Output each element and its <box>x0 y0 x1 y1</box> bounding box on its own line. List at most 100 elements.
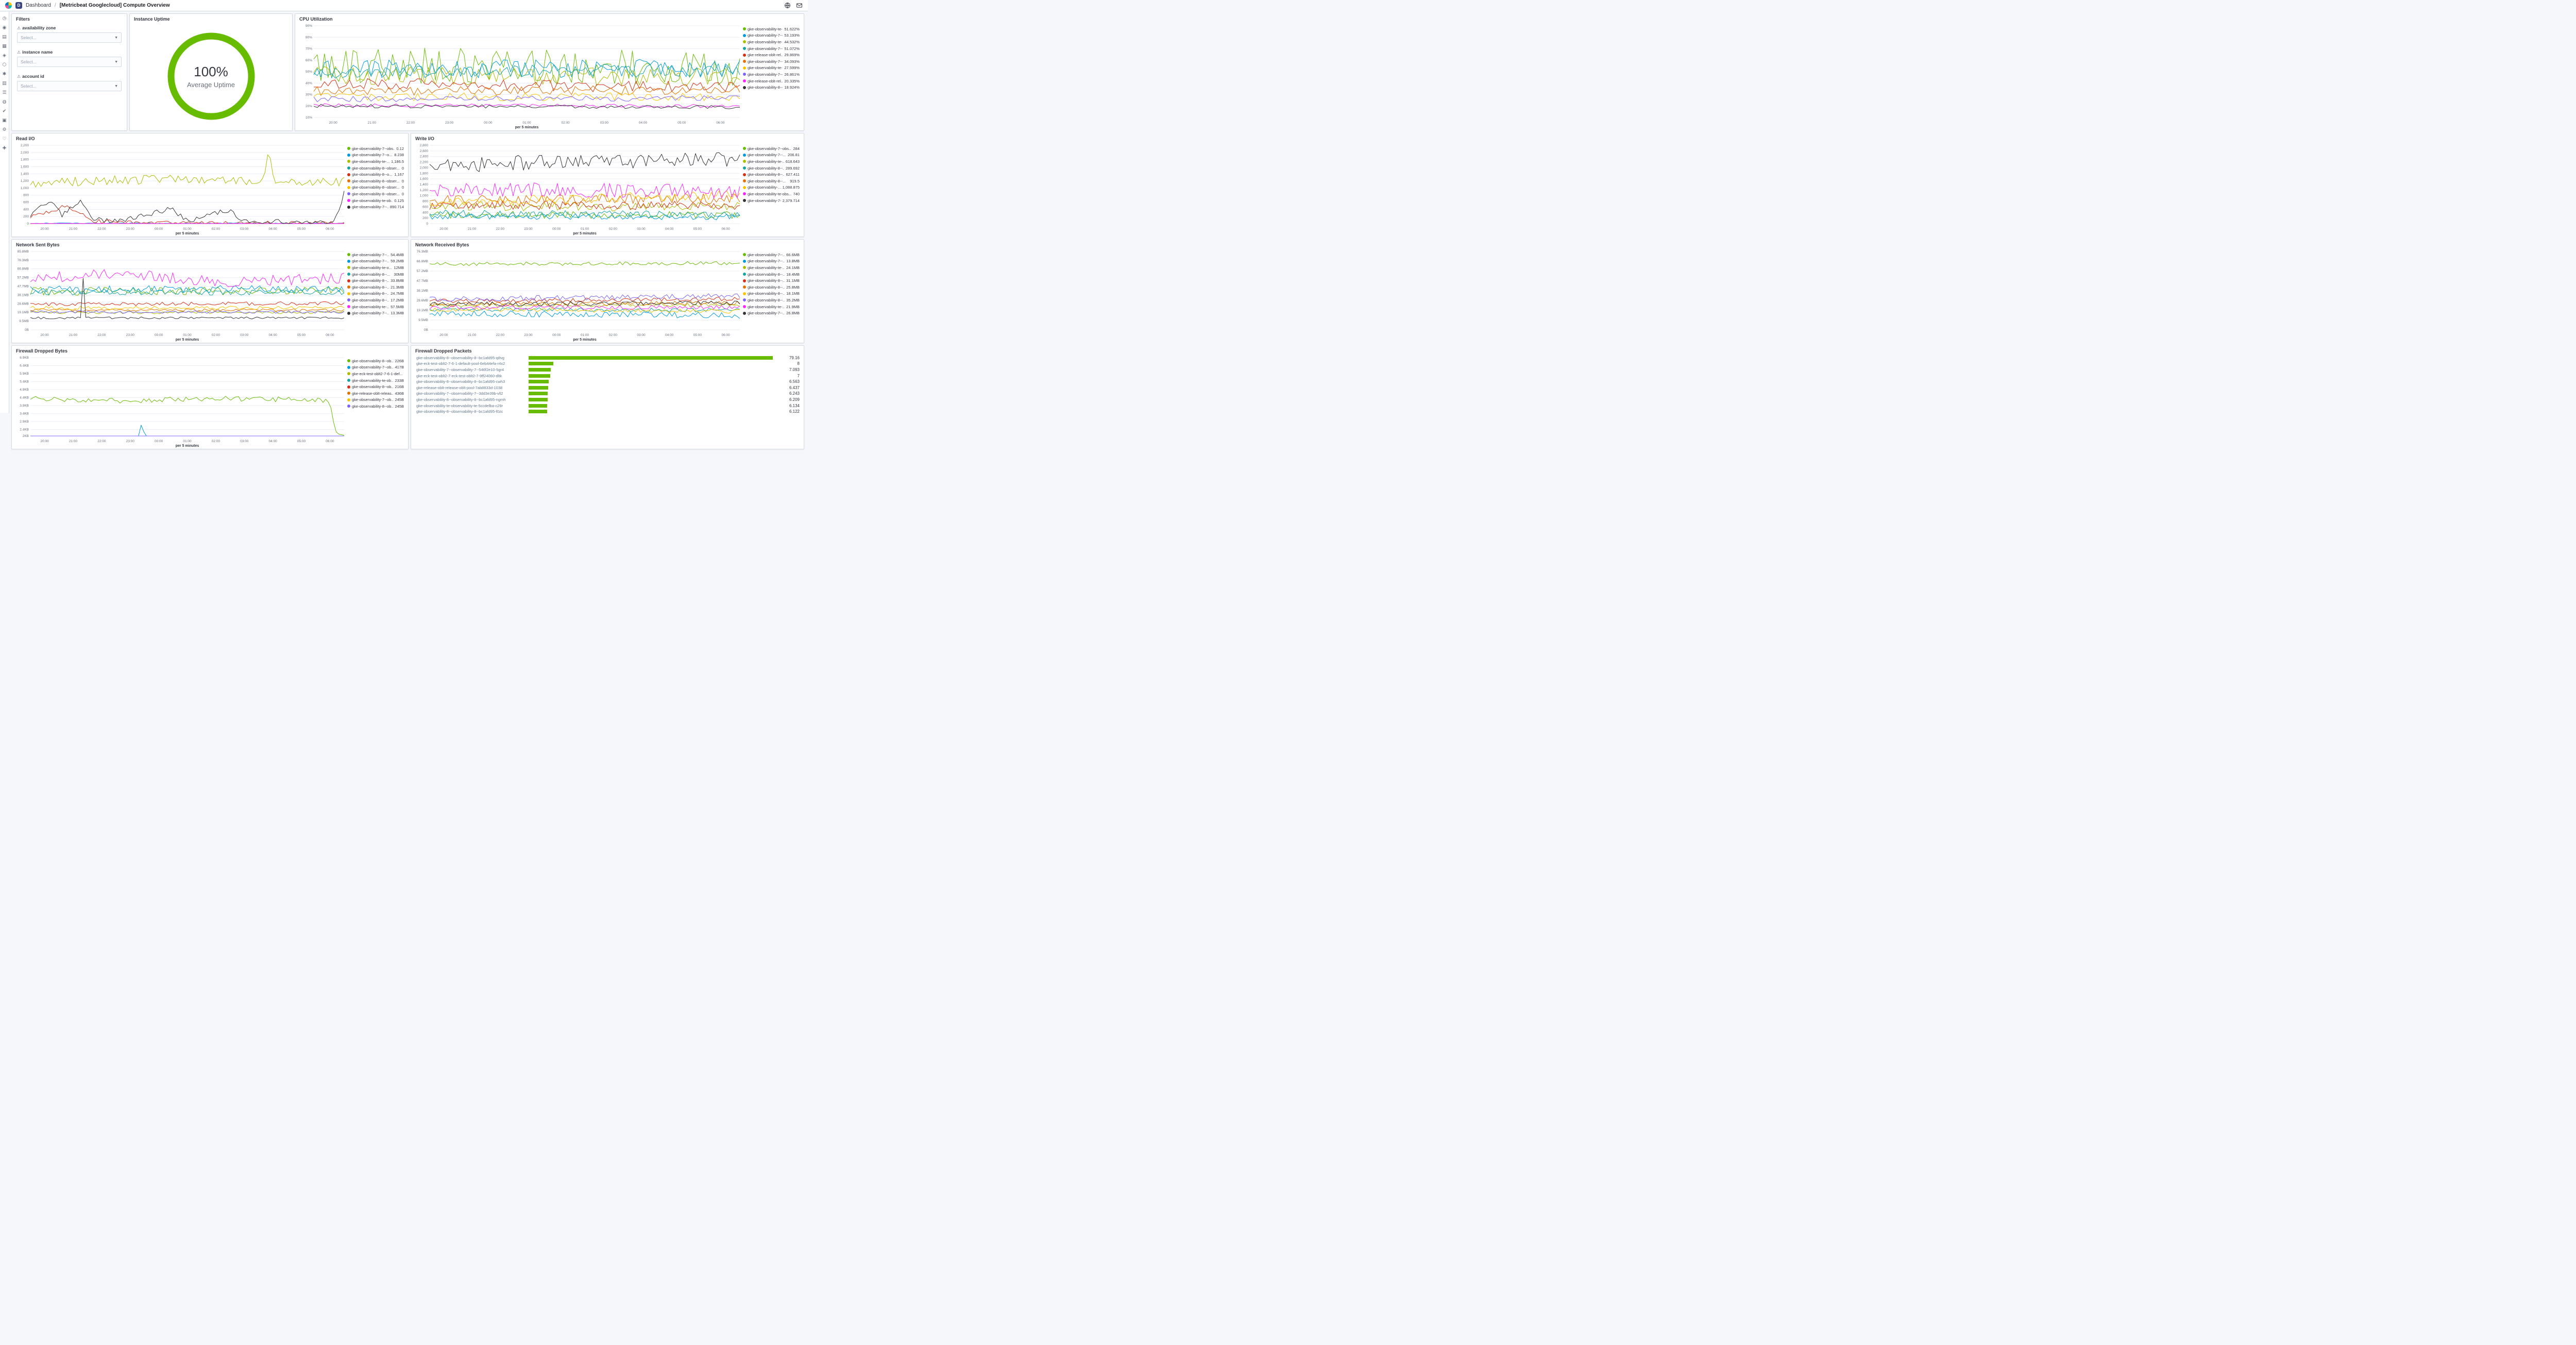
legend-item[interactable]: gke-observability-te-... 44.532% <box>743 39 800 45</box>
sidebar-management-icon[interactable]: ✚ <box>2 146 7 151</box>
legend-item[interactable]: gke-observability-8--... 25.8MB <box>743 284 800 291</box>
breadcrumb-dashboard[interactable]: Dashboard <box>26 3 51 8</box>
sidebar-metrics-icon[interactable]: ▥ <box>2 81 7 86</box>
sidebar-stack-monitoring-icon[interactable]: ♡ <box>2 137 7 142</box>
legend-item[interactable]: gke-observability-te-obs... 740 <box>743 191 800 197</box>
network-received-plot[interactable]: 76.3MB 66.8MB 57.2MB 47.7MB 38.1MB 28.6MB 19.1… <box>411 247 743 342</box>
legend-item[interactable]: gke-observability-7--... 66.6MB <box>743 251 800 258</box>
legend-item[interactable]: gke-observability-te-ob... 0.125 <box>347 197 404 204</box>
space-avatar[interactable]: D <box>15 2 22 9</box>
legend-item[interactable]: gke-observability-8--... 18.1MB <box>743 291 800 297</box>
legend-item[interactable]: gke-observability-te-ob... 233B <box>347 377 404 384</box>
sidebar-dev-tools-icon[interactable]: ⚙ <box>2 127 7 132</box>
legend-item[interactable]: gke-observability-8--... 35.2MB <box>743 297 800 304</box>
write-io-plot[interactable]: 2,800 2,600 2,400 2,200 2,000 1,800 1,600 1,400… <box>411 141 743 236</box>
legend-item[interactable]: gke-eck-test-oblt2-7-6-1-def... <box>347 371 404 377</box>
legend-item[interactable]: gke-observability-8--obser... 0 <box>347 165 404 172</box>
legend-item[interactable]: gke-observability-8--... 17.2MB <box>347 297 404 304</box>
bar-label[interactable]: gke-observability-8--observability-8--bc… <box>416 379 505 384</box>
legend-item[interactable]: gke-observability-7--ob... 245B <box>347 397 404 404</box>
sidebar-visualize-icon[interactable]: ▤ <box>2 35 7 40</box>
legend-item[interactable]: gke-observability-8--... 289.692 <box>743 165 800 172</box>
legend-item[interactable]: gke-observability-8--obser... 0 <box>347 178 404 184</box>
legend-item[interactable]: gke-observability-7--obs... 284 <box>743 145 800 152</box>
legend-item[interactable]: gke-observability-te-... 24.1MB <box>743 264 800 271</box>
legend-item[interactable]: gke-observability-te-... 21.9MB <box>743 304 800 310</box>
legend-item[interactable]: gke-observability-8--obser... 0 <box>347 184 404 191</box>
sidebar-dashboard-icon[interactable]: ▦ <box>2 44 7 49</box>
bar-label[interactable]: gke-observability-te-observability-te-5c… <box>416 403 503 408</box>
legend-item[interactable]: gke-observability-8--... 33.8MB <box>347 277 404 284</box>
legend-item[interactable]: gke-observability-te-... 51.622% <box>743 26 800 32</box>
sidebar-apm-icon[interactable]: ◍ <box>2 99 7 105</box>
legend-item[interactable]: gke-observability-7--obs... 0.12 <box>347 145 404 152</box>
sidebar-siem-icon[interactable]: ▣ <box>2 118 7 123</box>
legend-item[interactable]: gke-observability-8--ob... 216B <box>347 383 404 390</box>
legend-item[interactable]: gke-release-oblt-rel... 29.869% <box>743 52 800 58</box>
sidebar-machine-learning-icon[interactable]: ✱ <box>2 72 7 77</box>
legend-item[interactable]: gke-observability-8--... 919.5 <box>743 178 800 184</box>
sidebar-uptime-icon[interactable]: ✔ <box>2 109 7 114</box>
legend-item[interactable]: gke-observability-8--ob... 226B <box>347 358 404 364</box>
legend-item[interactable]: gke-release-oblt-releas... 436B <box>347 390 404 397</box>
bar-label[interactable]: gke-observability-8--observability-8--bc… <box>416 397 506 402</box>
legend-item[interactable]: gke-observability-7--... 13.8MB <box>743 258 800 265</box>
legend-item[interactable]: gke-observability-8--... 627.411 <box>743 171 800 178</box>
cpu-utilization-plot[interactable]: 90% 80% 70% 60% 50% 40% 30% 20% 10% 20:00 21:00 22:… <box>295 22 743 130</box>
sidebar-discover-icon[interactable]: ◉ <box>2 25 7 30</box>
bar-label[interactable]: gke-release-oblt-release-oblt-pool-7ab88… <box>416 385 503 390</box>
legend-item[interactable]: gke-observability-... 1,088.875 <box>743 184 800 191</box>
legend-item[interactable]: gke-observability-8--obser... 0 <box>347 191 404 197</box>
legend-item[interactable]: gke-observability-8--... 18.4MB <box>743 271 800 278</box>
network-sent-plot[interactable]: 85.8MB 76.3MB 66.8MB 57.2MB 47.7MB 38.1MB 28.6… <box>12 247 347 342</box>
legend-item[interactable]: gke-observability-7--... 59.2MB <box>347 258 404 265</box>
bar-label[interactable]: gke-eck-test-oblt2-7-eck-test-oblt2-7-9f… <box>416 373 502 378</box>
legend-item[interactable]: gke-observability-7--... 53.193% <box>743 32 800 39</box>
cloud-icon[interactable] <box>784 2 791 9</box>
legend-item[interactable]: gke-observability-te-... 618.643 <box>743 158 800 165</box>
firewall-dropped-bytes-plot[interactable]: 6.9KB 6.4KB 5.9KB 5.4KB 4.9KB 4.4KB 3.9KB 3.4KB… <box>12 354 347 448</box>
elastic-logo[interactable] <box>5 2 12 9</box>
sidebar-recently-viewed-icon[interactable]: ◷ <box>2 16 7 21</box>
feedback-icon[interactable] <box>796 2 803 9</box>
series-line <box>429 190 740 207</box>
legend-item[interactable]: gke-observability-7--... 26.861% <box>743 71 800 78</box>
legend-item[interactable]: gke-observability-8--... 31.1MB <box>743 277 800 284</box>
read-io-plot[interactable]: 2,200 2,000 1,800 1,600 1,400 1,200 1,000 800 60… <box>12 141 347 236</box>
legend-item[interactable]: gke-release-oblt-rel... 20.335% <box>743 78 800 85</box>
legend-item[interactable]: gke-observability-te-... 1,186.5 <box>347 158 404 165</box>
sidebar-logs-icon[interactable]: ☰ <box>2 90 7 95</box>
legend-item[interactable]: gke-observability-7--...2,379.714 <box>743 197 800 204</box>
account-id-select[interactable]: Select... ▼ <box>17 81 122 91</box>
sidebar-canvas-icon[interactable]: ◈ <box>3 53 6 58</box>
bar-label[interactable]: gke-observability-8--observability-8--bc… <box>416 355 504 360</box>
bar-label[interactable]: gke-observability-8--observability-8--bc… <box>416 409 503 414</box>
legend-item[interactable]: gke-observability-8--... 21.3MB <box>347 284 404 291</box>
legend-item[interactable]: gke-observability-8--o... 1,167 <box>347 171 404 178</box>
legend-item[interactable]: gke-observability-7--... 34.093% <box>743 58 800 65</box>
legend-item[interactable]: gke-observability-te-... 27.599% <box>743 65 800 72</box>
legend-item[interactable]: gke-observability-7--... 890.714 <box>347 204 404 210</box>
legend-item[interactable]: gke-observability-8--... 30MB <box>347 271 404 278</box>
legend-item[interactable]: gke-observability-7--... 206.81 <box>743 152 800 159</box>
bar-label[interactable]: gke-observability-7--observability-7--54… <box>416 367 504 372</box>
availability-zone-select[interactable]: Select... ▼ <box>17 32 122 43</box>
instance-name-select[interactable]: Select... ▼ <box>17 57 122 67</box>
legend-item[interactable]: gke-observability-7--... 54.4MB <box>347 251 404 258</box>
legend-item[interactable]: gke-observability-8--... 18.924% <box>743 84 800 91</box>
legend-item[interactable]: gke-observability-8--ob... 245B <box>347 403 404 410</box>
legend-item[interactable]: gke-observability-7--o... 8.238 <box>347 152 404 159</box>
sidebar-maps-icon[interactable]: ⬡ <box>2 62 7 68</box>
bar-label[interactable]: gke-eck-test-oblt2-7-6-1-default-pool-6e… <box>416 361 505 366</box>
legend-series-value: 226B <box>395 358 404 363</box>
bar-label[interactable]: gke-observability-7--observability-7--3d… <box>416 391 503 396</box>
legend-item[interactable]: gke-observability-7--ob... 417B <box>347 364 404 371</box>
legend-item[interactable]: gke-observability-8--... 24.7MB <box>347 291 404 297</box>
legend-item[interactable]: gke-observability-te-... 57.5MB <box>347 304 404 310</box>
legend-item[interactable]: gke-observability-7--... 13.3MB <box>347 310 404 316</box>
legend-item[interactable]: gke-observability-te-o... 12MB <box>347 264 404 271</box>
bar-value: 7 <box>797 373 800 378</box>
legend-item[interactable]: gke-observability-7--... 51.072% <box>743 45 800 52</box>
legend-item[interactable]: gke-observability-7--... 26.8MB <box>743 310 800 316</box>
bar-value: 8 <box>797 361 800 366</box>
